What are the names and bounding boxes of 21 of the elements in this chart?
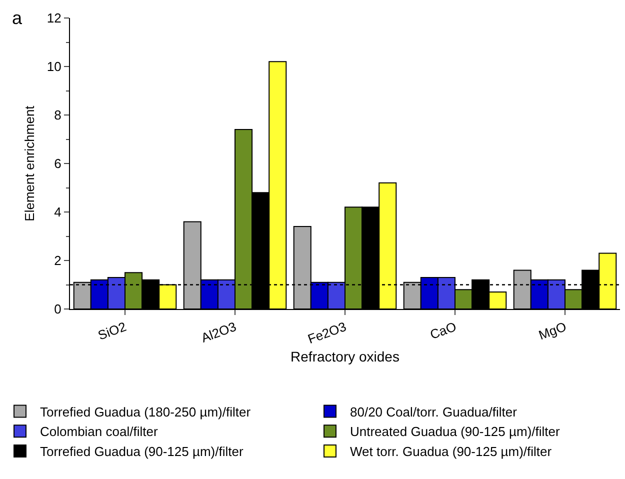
x-axis-title: Refractory oxides (290, 348, 400, 365)
y-tick-label: 6 (54, 156, 62, 172)
legend-label: 80/20 Coal/torr. Guadua/filter (350, 404, 518, 420)
text: a (12, 8, 23, 28)
x-tick-label: SiO2 (96, 318, 128, 343)
y-tick-label: 12 (46, 10, 62, 26)
legend-label: Torrefied Guadua (180-250 µm)/filter (40, 404, 252, 420)
y-tick-label: 2 (54, 253, 62, 268)
legend-label: Wet torr. Guadua (90-125 µm)/filter (350, 444, 552, 460)
legend-label: Torrefied Guadua (90-125 µm)/filter (40, 444, 244, 460)
x-tick-label: MgO (536, 318, 568, 343)
x-tick-label: Al2O3 (199, 318, 238, 346)
legend-label: Untreated Guadua (90-125 µm)/filter (350, 424, 560, 440)
legend-label: Colombian coal/filter (40, 424, 158, 440)
x-tick-label: CaO (428, 318, 458, 342)
y-tick-label: 4 (54, 204, 62, 220)
y-tick-label: 0 (54, 302, 62, 317)
y-tick-label: 10 (46, 59, 62, 74)
x-tick-label: Fe2O3 (306, 318, 348, 347)
y-axis-title: Element enrichment (22, 105, 37, 222)
y-tick-label: 8 (54, 108, 62, 123)
